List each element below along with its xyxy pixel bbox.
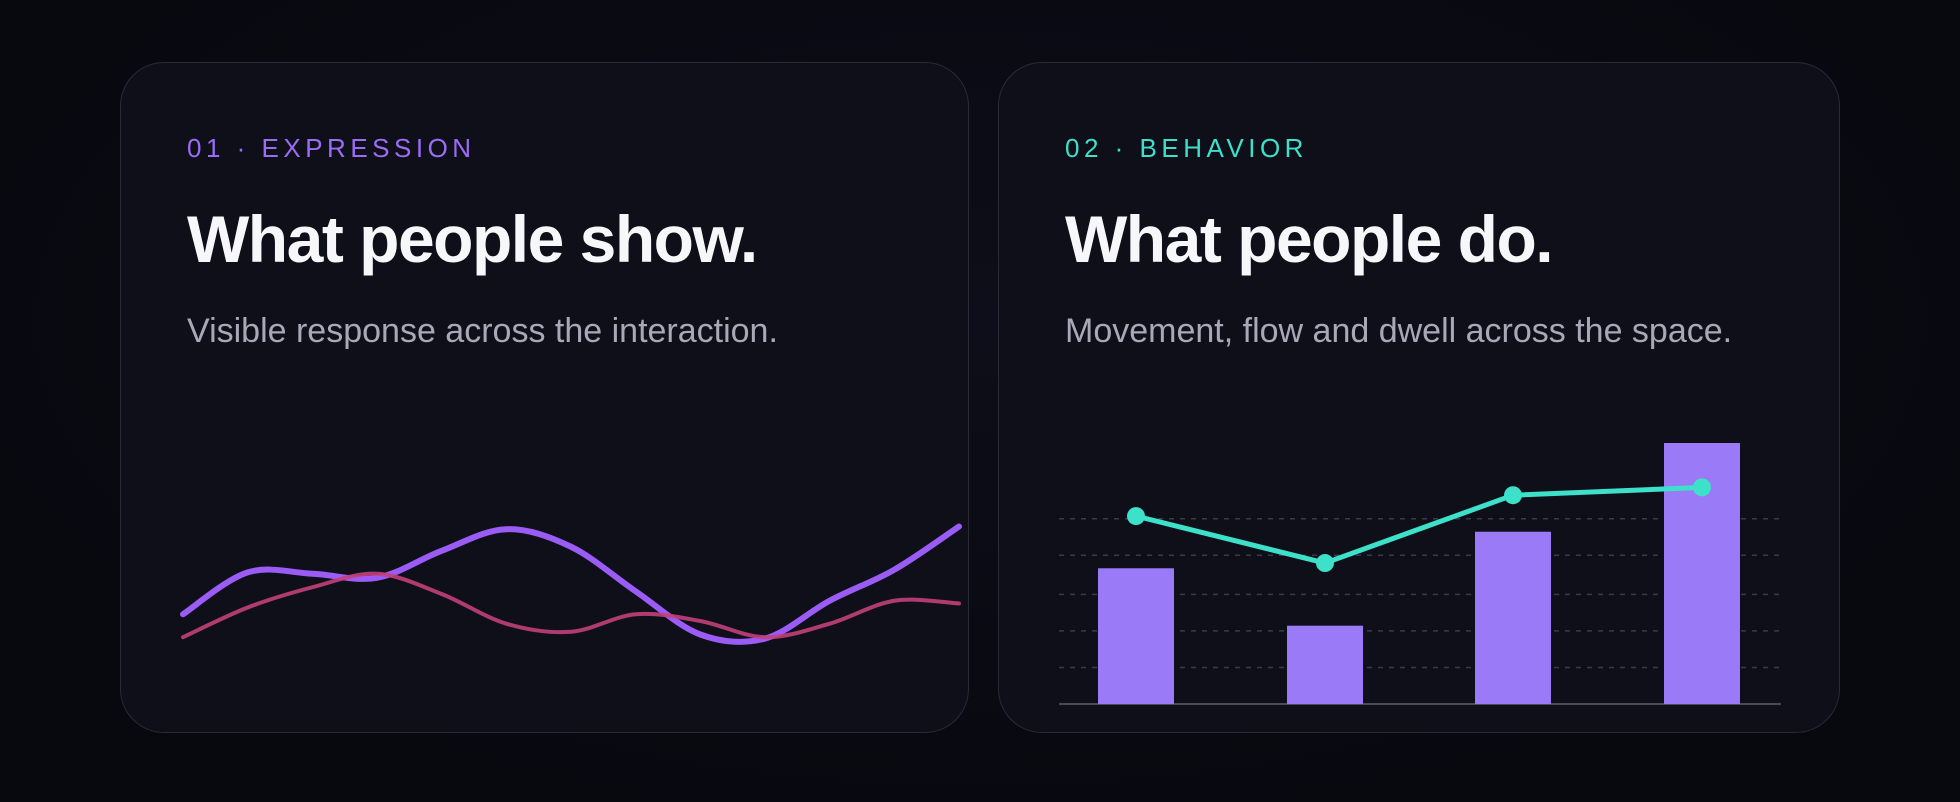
- trend-point-1: [1127, 507, 1145, 526]
- trend-line: [1135, 484, 1703, 566]
- series-line-2: [181, 571, 961, 640]
- behavior-title: What people do.: [1065, 202, 1554, 276]
- behavior-subtitle: Movement, flow and dwell across the spac…: [1065, 312, 1733, 350]
- behavior-eyebrow: 02 · BEHAVIOR: [1065, 133, 1308, 163]
- behavior-card: 02 · BEHAVIOR What people do. Movement, …: [998, 62, 1840, 733]
- expression-card: 01 · EXPRESSION What people show. Visibl…: [120, 62, 969, 733]
- bar-2: [1287, 625, 1363, 704]
- expression-eyebrow: 01 · EXPRESSION: [187, 133, 476, 163]
- trend-point-2: [1316, 554, 1334, 573]
- series-line-1: [180, 523, 962, 645]
- expression-chart: [180, 523, 962, 645]
- bar-3: [1475, 531, 1551, 704]
- trend-point-3: [1504, 486, 1522, 505]
- expression-title: What people show.: [187, 202, 758, 276]
- expression-subtitle: Visible response across the interaction.: [187, 312, 778, 350]
- trend-point-4: [1693, 478, 1711, 497]
- behavior-chart: [1059, 443, 1781, 705]
- bar-1: [1098, 568, 1174, 704]
